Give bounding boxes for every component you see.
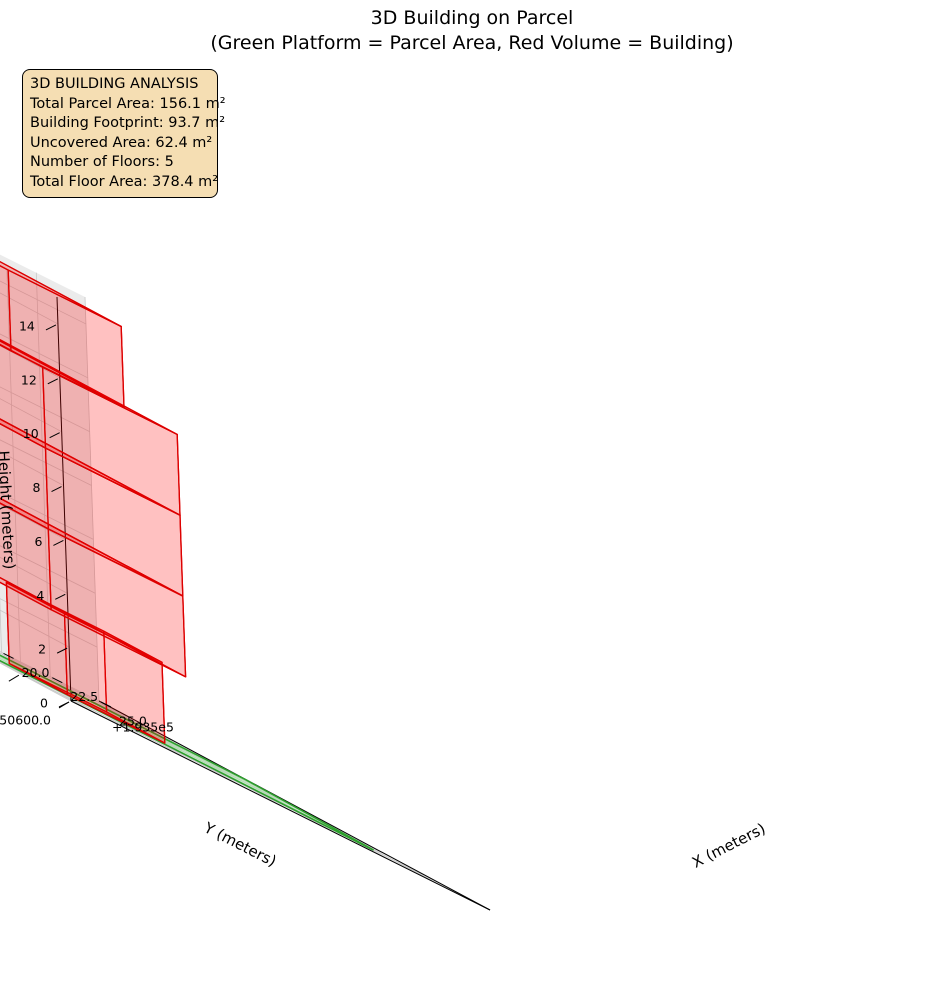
- z-tick-label: 0: [40, 696, 48, 711]
- chart-title: 3D Building on Parcel (Green Platform = …: [0, 6, 944, 56]
- y-tick-label: 550600.0: [0, 713, 51, 728]
- x-tick-label: 20.0: [22, 665, 50, 680]
- z-grid-line: [0, 503, 66, 540]
- x-tick-label: 17.5: [0, 641, 1, 656]
- building-face: [0, 338, 178, 436]
- z-tick-label: 2: [38, 642, 46, 657]
- x-axis-label: X (meters): [689, 819, 768, 871]
- y-grid-line: [0, 652, 140, 723]
- chart-marks: [0, 260, 374, 851]
- z-grid-line: [0, 598, 98, 648]
- z-axis-line: [56, 296, 72, 702]
- analysis-line: Uncovered Area: 62.4 m²: [30, 134, 213, 151]
- z-tick-label: 4: [36, 588, 44, 603]
- tick-mark: [8, 674, 20, 682]
- z-grid-line: [0, 386, 90, 433]
- tick-mark: [52, 677, 63, 684]
- x-tick-label: 22.5: [70, 689, 98, 704]
- x-grid-line: [0, 659, 150, 741]
- tick-mark: [53, 539, 64, 546]
- tick-mark: [58, 701, 70, 709]
- analysis-heading: 3D BUILDING ANALYSIS: [30, 76, 199, 92]
- analysis-line: Building Footprint: 93.7 m²: [30, 115, 226, 131]
- y-grid-line: [6, 270, 22, 675]
- y-grid-line: [0, 654, 190, 750]
- z-grid-line: [0, 280, 87, 325]
- tick-mark: [3, 652, 14, 659]
- z-grid-line: [0, 662, 72, 702]
- tick-mark: [47, 378, 59, 385]
- analysis-line: Number of Floors: 5: [30, 154, 174, 170]
- y-grid-line: [20, 673, 441, 884]
- x-grid-line: [84, 296, 100, 702]
- building-face: [0, 260, 122, 328]
- analysis-line: Total Floor Area: 378.4 m²: [30, 173, 219, 190]
- x-grid-line: [0, 661, 101, 716]
- z-grid-line: [0, 333, 88, 379]
- building-floor-5: [0, 260, 125, 408]
- z-axis-label: Height (meters): [0, 450, 19, 570]
- z-grid-line: [0, 609, 70, 648]
- tick-mark: [51, 486, 62, 492]
- chart-title-main: 3D Building on Parcel: [370, 7, 574, 29]
- analysis-line: Total Parcel Area: 156.1 m²: [30, 95, 226, 112]
- parcel-platform: [0, 654, 374, 851]
- z-grid-line: [0, 556, 68, 594]
- z-grid-line: [0, 651, 100, 702]
- x-tick-label: 25.0: [119, 714, 147, 729]
- tick-labels: 02468101214550582.5550585.0550587.555059…: [0, 318, 174, 734]
- analysis-box: 3D BUILDING ANALYSIS Total Parcel Area: …: [22, 69, 226, 198]
- building-floor-4: [0, 338, 181, 516]
- y-tick-label: 550597.5: [0, 686, 1, 701]
- tick-mark: [56, 647, 68, 654]
- tick-mark: [45, 324, 57, 331]
- z-tick-label: 8: [33, 480, 41, 495]
- tick-mark: [100, 701, 112, 708]
- z-grid-line: [0, 439, 92, 486]
- tick-mark: [55, 593, 66, 600]
- tick-mark: [49, 432, 60, 439]
- y-axis-line: [70, 700, 491, 911]
- x-offset-label: +1.935e5: [112, 720, 174, 735]
- z-grid-line: [0, 545, 96, 594]
- z-tick-label: 10: [23, 426, 39, 441]
- z-tick-label: 14: [19, 318, 35, 333]
- z-tick-label: 12: [21, 372, 37, 387]
- y-axis-label: Y (meters): [200, 818, 279, 870]
- z-tick-label: 6: [34, 534, 42, 549]
- z-grid-line: [0, 492, 94, 540]
- chart-subtitle: (Green Platform = Parcel Area, Red Volum…: [210, 32, 734, 54]
